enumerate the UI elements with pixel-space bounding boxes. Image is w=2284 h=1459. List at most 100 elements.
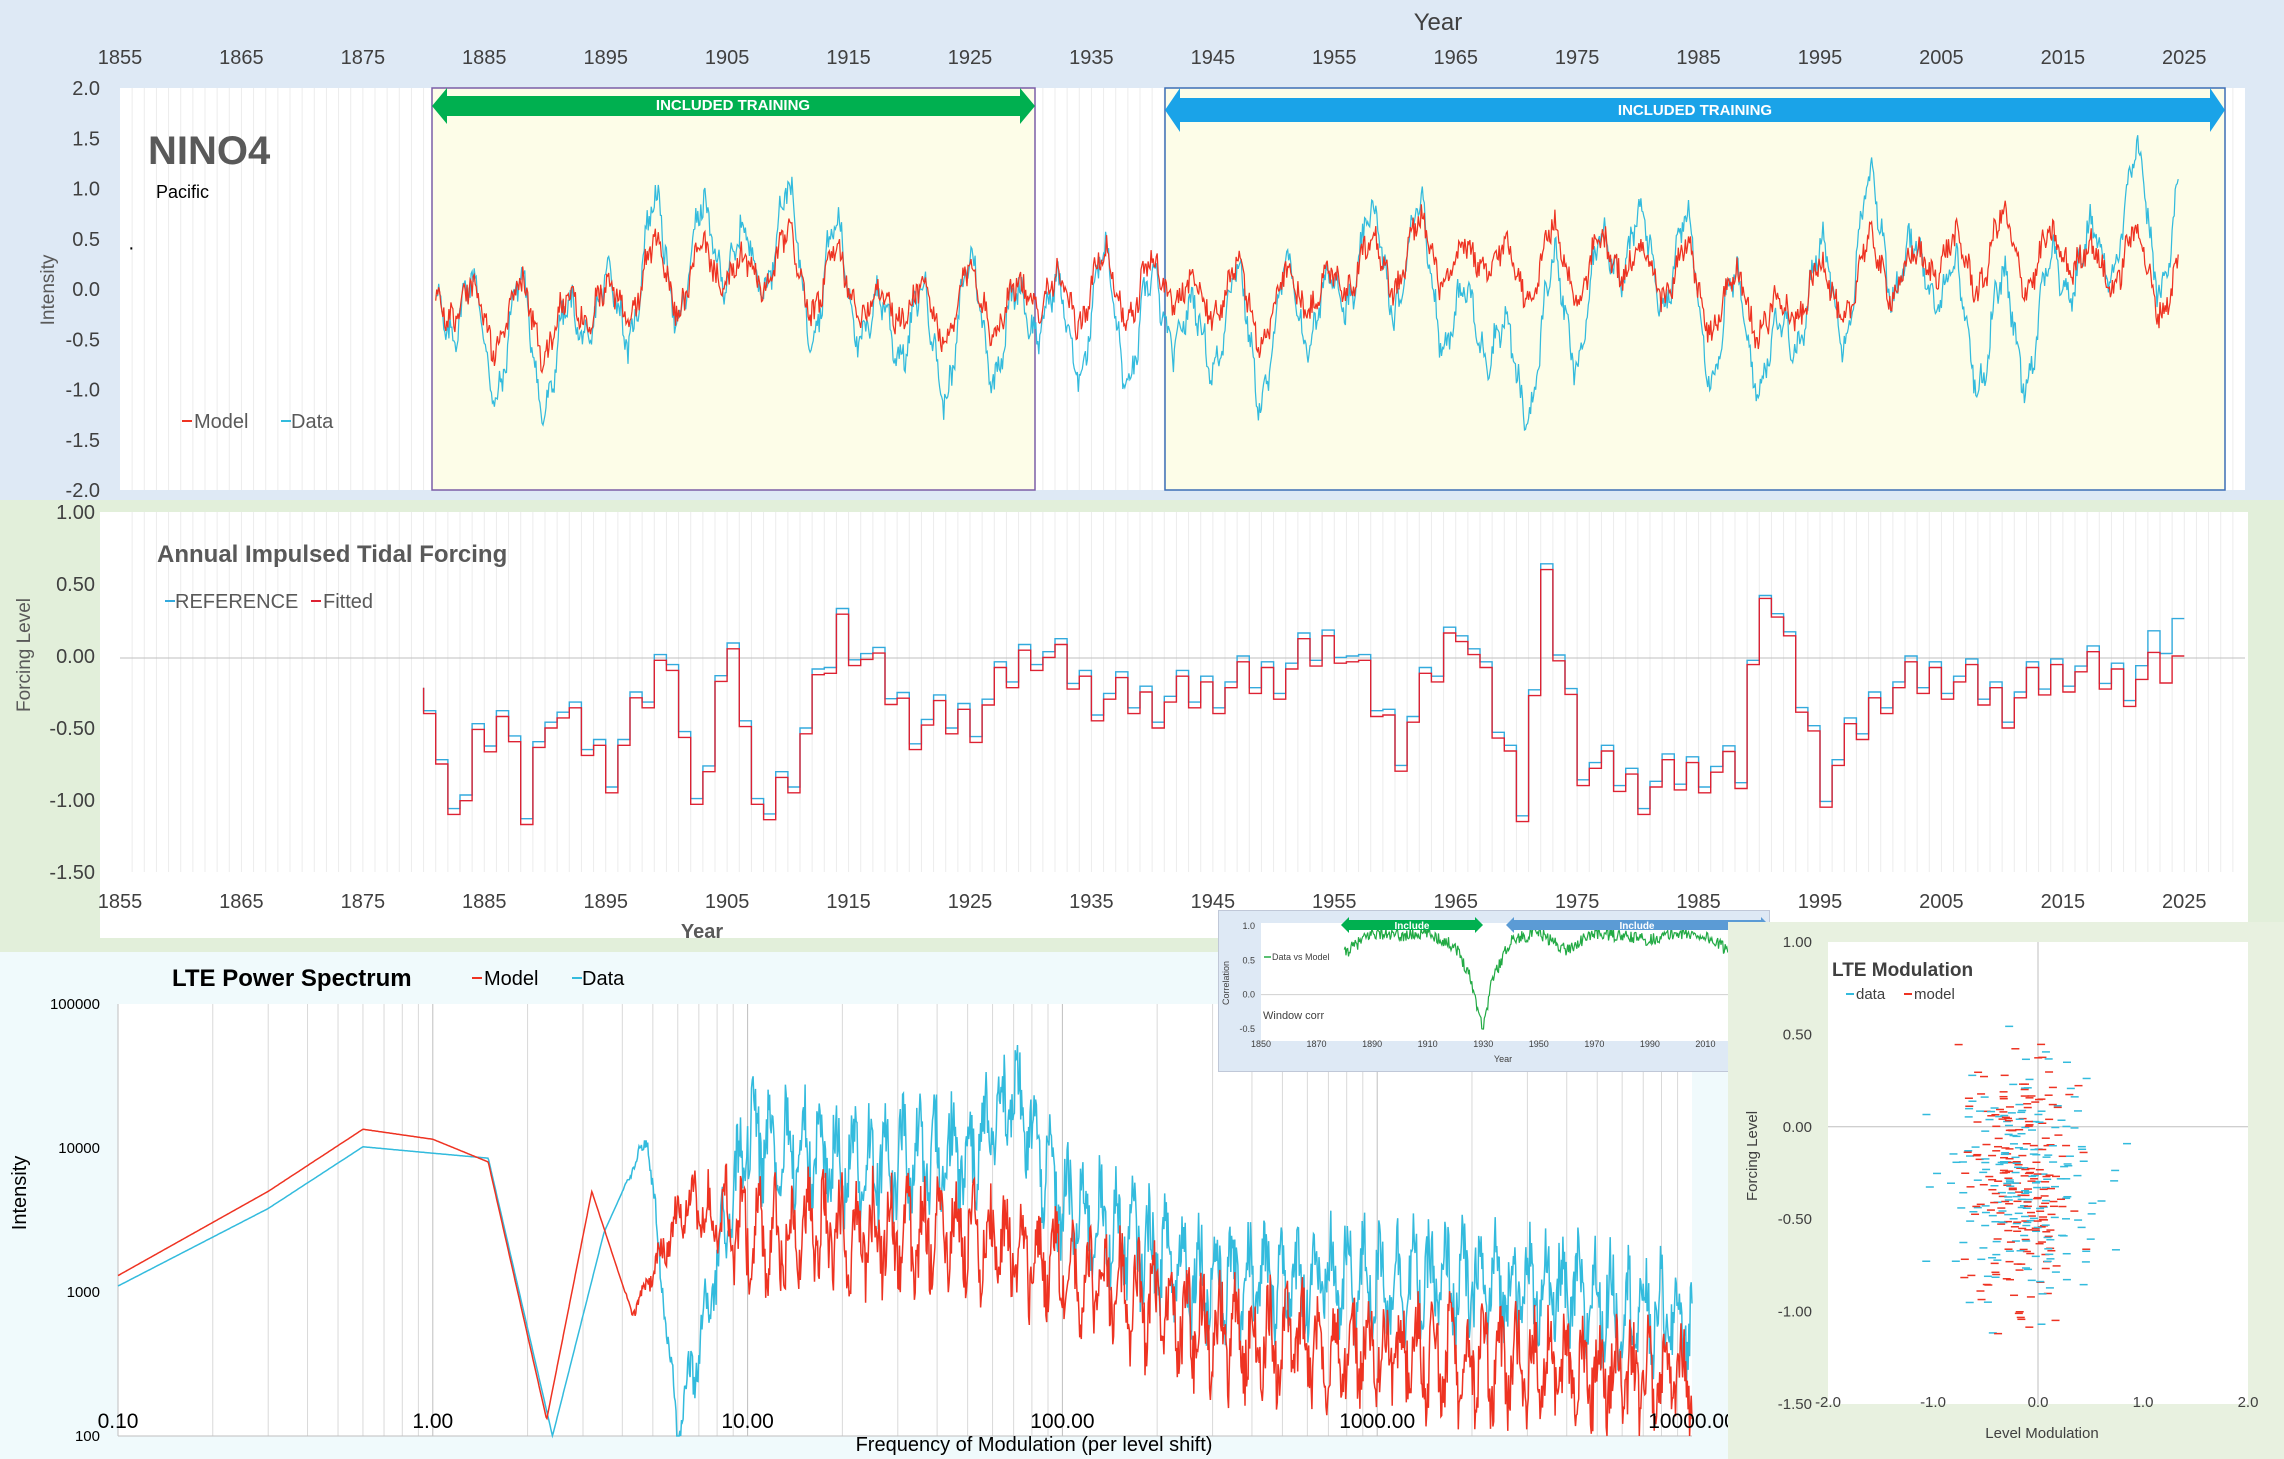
y-tick-label: 1.5 — [72, 128, 100, 150]
x-tick-label: 2025 — [2162, 47, 2207, 69]
nino4-panel: INCLUDED TRAINING INCLUDED TRAINING Year… — [0, 0, 2284, 500]
y-tick-label: -2.0 — [66, 480, 100, 500]
x-tick-label: 1955 — [1312, 891, 1357, 913]
forcing-panel: 1.00 0.50 0.00 -0.50 -1.00 -1.50 1855 1865 1875… — [0, 500, 2284, 952]
x-tick-label: 1995 — [1798, 47, 1843, 69]
x-tick-label: 2005 — [1919, 47, 1964, 69]
x-tick-label: 1915 — [826, 891, 871, 913]
legend-fitted: Fitted — [323, 591, 373, 613]
x-tick-label: 10.00 — [721, 1410, 774, 1433]
x-tick-label: 1895 — [583, 891, 628, 913]
y-tick-label: -1.0 — [66, 380, 100, 402]
x-tick-label: 1895 — [583, 47, 628, 69]
legend-model: Model — [194, 411, 248, 433]
nino4-title: NINO4 — [148, 129, 271, 173]
top-y-ticks: 2.0 1.5 1.0 0.5 0.0 -0.5 -1.0 -1.5 -2.0 — [66, 78, 100, 500]
spectrum-chart: 0.10 1.00 10.00 100.00 1000.00 10000.00 10000… — [9, 965, 1728, 1456]
spectrum-y-ticks: 100000 10000 1000 100 — [50, 996, 100, 1445]
y-tick-label: 0.00 — [56, 646, 95, 668]
mid-y-ticks: 1.00 0.50 0.00 -0.50 -1.00 -1.50 — [49, 502, 95, 884]
scatter-title: LTE Modulation — [1832, 960, 1973, 981]
nino4-chart: INCLUDED TRAINING INCLUDED TRAINING Year… — [38, 9, 2245, 500]
y-tick-label: 0.0 — [72, 279, 100, 301]
y-tick-label: 10000 — [58, 1140, 100, 1157]
corr-legend: Data vs Model — [1272, 952, 1330, 962]
forcing-series — [422, 563, 2185, 826]
x-tick-label: -2.0 — [1815, 1394, 1841, 1411]
x-tick-label: 2015 — [2041, 47, 2086, 69]
corr-arrow-label-1: Include — [1394, 921, 1429, 932]
corr-y-ticks: 1.0 0.5 0.0 -0.5 — [1239, 921, 1255, 1034]
y-tick-label: -1.00 — [49, 790, 95, 812]
forcing-plot-area — [100, 512, 2248, 938]
scatter-y-axis-label: Forcing Level — [1744, 1111, 1761, 1201]
x-tick-label: 1935 — [1069, 47, 1114, 69]
stray-dot: · — [128, 237, 135, 259]
corr-x-axis-label: Year — [1494, 1054, 1512, 1064]
x-tick-label: 2015 — [2041, 891, 2086, 913]
scatter-panel: -2.0 -1.0 0.0 1.0 2.0 1.00 0.50 0.00 -0.50 -1.00… — [1728, 922, 2284, 1459]
series-line-corr — [1343, 925, 1748, 1030]
x-tick-label: 1970 — [1584, 1039, 1604, 1049]
y-tick-label: -1.50 — [1778, 1396, 1812, 1413]
x-tick-label: 1990 — [1640, 1039, 1660, 1049]
x-tick-label: 2010 — [1695, 1039, 1715, 1049]
corr-y-axis-label: Correlation — [1221, 961, 1231, 1005]
x-tick-label: 100.00 — [1030, 1410, 1094, 1433]
series-line-model — [435, 200, 2179, 375]
x-tick-label: 1975 — [1555, 891, 1600, 913]
corr-arrow-1: Include — [1341, 917, 1483, 933]
x-tick-label: 1870 — [1307, 1039, 1327, 1049]
y-tick-label: -1.50 — [49, 862, 95, 884]
y-tick-label: -0.5 — [66, 329, 100, 351]
x-tick-label: 1985 — [1676, 891, 1721, 913]
legend-data: Data — [291, 411, 334, 433]
corr-x-ticks: 1850187018901910193019501970199020102030 — [1251, 1039, 1769, 1049]
scatter-points — [1922, 1025, 2132, 1335]
y-tick-label: -1.5 — [66, 430, 100, 452]
training-label-1: INCLUDED TRAINING — [656, 97, 810, 114]
corr-inset-panel: Include Include 1850 1870 1890 1910 1930 1950… — [1218, 910, 1770, 1072]
y-tick-label: 0.5 — [1242, 955, 1255, 965]
y-tick-label: 0.50 — [1783, 1026, 1812, 1043]
spectrum-y-axis-label: Intensity — [9, 1156, 31, 1230]
series-line-data — [435, 135, 2179, 431]
nino4-subtitle: Pacific — [156, 182, 209, 202]
scatter-legend: data model — [1846, 986, 1955, 1003]
scatter-chart: -2.0 -1.0 0.0 1.0 2.0 1.00 0.50 0.00 -0.50 -1.00… — [1728, 922, 2284, 1459]
x-tick-label: 1865 — [219, 47, 264, 69]
spectrum-x-axis-label: Frequency of Modulation (per level shift… — [856, 1434, 1213, 1456]
x-tick-label: 1000.00 — [1339, 1410, 1415, 1433]
spectrum-legend-data: Data — [582, 968, 625, 990]
x-tick-label: 1950 — [1529, 1039, 1549, 1049]
spectrum-title: LTE Power Spectrum — [172, 965, 412, 992]
x-tick-label: 1.0 — [2133, 1394, 2154, 1411]
x-tick-label: 0.10 — [98, 1410, 139, 1433]
x-tick-label: 1945 — [1191, 891, 1236, 913]
y-tick-label: 0.0 — [1242, 990, 1255, 1000]
y-tick-label: 100000 — [50, 996, 100, 1013]
spectrum-panel: 0.10 1.00 10.00 100.00 1000.00 10000.00 10000… — [0, 952, 1728, 1459]
mid-x-axis-label: Year — [681, 921, 723, 943]
scatter-x-axis-label: Level Modulation — [1985, 1425, 2098, 1442]
x-tick-label: 1965 — [1433, 47, 1478, 69]
top-x-axis-label: Year — [1414, 9, 1463, 36]
training-arrow-1: INCLUDED TRAINING — [432, 88, 1035, 124]
top-legend: Model Data — [182, 411, 334, 433]
y-tick-label: 0.5 — [72, 229, 100, 251]
top-y-axis-label: Intensity — [38, 254, 59, 325]
y-tick-label: -1.00 — [1778, 1304, 1812, 1321]
mid-x-ticks: 1855 1865 1875 1885 1895 1905 1915 1925 1935 1945… — [98, 891, 2207, 913]
x-tick-label: 1975 — [1555, 47, 1600, 69]
x-tick-label: 1885 — [462, 891, 507, 913]
y-tick-label: -0.50 — [1778, 1211, 1812, 1228]
x-tick-label: 1905 — [705, 47, 750, 69]
legend-reference: REFERENCE — [175, 591, 298, 613]
y-tick-label: 1.0 — [72, 179, 100, 201]
y-tick-label: 0.50 — [56, 574, 95, 596]
scatter-legend-data: data — [1856, 986, 1886, 1003]
training-window-2 — [1164, 87, 2226, 491]
x-tick-label: 1865 — [219, 891, 264, 913]
y-tick-label: 1.0 — [1242, 921, 1255, 931]
x-tick-label: 1875 — [341, 891, 386, 913]
